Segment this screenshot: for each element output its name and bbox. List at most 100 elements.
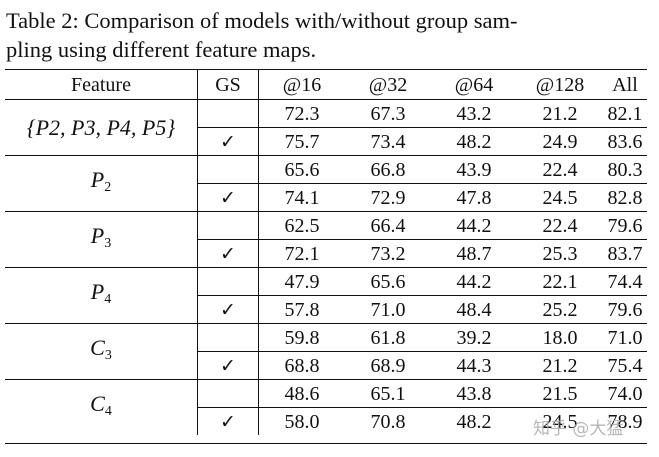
feature-cell: {P2, P3, P4, P5} — [5, 99, 198, 156]
checkmark-icon: ✓ — [197, 239, 259, 268]
header-128: @128 — [517, 69, 603, 100]
feature-name: C — [90, 334, 105, 360]
checkmark-icon: ✓ — [197, 127, 259, 156]
value-cell-128: 24.5 — [542, 410, 578, 433]
value-cell-16: 59.8 — [258, 323, 345, 352]
table-row: ✓ 75.7 73.4 48.2 24.9 83.6 — [5, 127, 647, 156]
watermark: 知乎 @大猛 — [533, 419, 624, 439]
feature-name: P — [90, 166, 105, 192]
value-cell-64: 48.7 — [456, 242, 492, 265]
checkmark-icon: ✓ — [197, 407, 259, 435]
header-row: Feature GS @16 @32 @64 @128 All — [5, 69, 647, 100]
value-cell-16: 65.6 — [258, 155, 345, 184]
caption-line-1: Table 2: Comparison of models with/witho… — [6, 8, 518, 33]
value-cell-all: 78.9 — [607, 410, 643, 433]
value-cell-32: 72.9 — [370, 186, 406, 209]
value-cell-all: 71.0 — [603, 323, 647, 352]
value-cell-all: 83.7 — [607, 242, 643, 265]
value-cell-128: 21.2 — [517, 99, 603, 128]
value-cell-64: 44.2 — [431, 211, 517, 240]
value-cell-64: 39.2 — [431, 323, 517, 352]
gs-cell — [197, 267, 259, 296]
table-row: ✓ 57.8 71.0 48.4 25.2 79.6 — [5, 295, 647, 324]
value-cell-16: 58.0 — [284, 410, 320, 433]
value-cell-32: 71.0 — [370, 298, 406, 321]
results-table: Feature GS @16 @32 @64 @128 All {P2, P3,… — [5, 69, 647, 435]
table-row: {P2, P3, P4, P5} 72.3 67.3 43.2 21.2 82.1 — [5, 99, 647, 156]
value-cell-64: 43.9 — [431, 155, 517, 184]
checkmark-icon: ✓ — [197, 183, 259, 212]
value-cell-32: 68.9 — [370, 354, 406, 377]
header-feature: Feature — [5, 69, 198, 100]
feature-subscript: 3 — [104, 347, 112, 363]
value-cell-32: 61.8 — [345, 323, 431, 352]
header-all: All — [603, 69, 647, 100]
feature-cell: C4 — [5, 379, 198, 435]
value-cell-128: 22.4 — [517, 155, 603, 184]
value-cell-128: 22.1 — [517, 267, 603, 296]
table-row: ✓ 58.0 70.8 48.2 24.5 78.9 — [5, 407, 647, 435]
value-cell-64: 44.2 — [431, 267, 517, 296]
feature-subscript: 2 — [104, 179, 112, 195]
gs-cell — [197, 155, 259, 184]
value-cell-32: 67.3 — [345, 99, 431, 128]
value-cell-128: 22.4 — [517, 211, 603, 240]
table-row: P4 47.9 65.6 44.2 22.1 74.4 — [5, 267, 647, 324]
value-cell-all: 82.8 — [607, 186, 643, 209]
value-cell-32: 70.8 — [370, 410, 406, 433]
value-cell-32: 65.1 — [345, 379, 431, 408]
feature-cell: P2 — [5, 155, 198, 212]
value-cell-all: 79.6 — [603, 211, 647, 240]
value-cell-all: 74.4 — [603, 267, 647, 296]
table-row: ✓ 68.8 68.9 44.3 21.2 75.4 — [5, 351, 647, 380]
caption-line-2: pling using different feature maps. — [6, 37, 317, 62]
value-cell-16: 68.8 — [284, 354, 320, 377]
value-cell-128: 24.5 — [542, 186, 578, 209]
value-cell-all: 82.1 — [603, 99, 647, 128]
value-cell-64: 48.2 — [456, 130, 492, 153]
table-row: P2 65.6 66.8 43.9 22.4 80.3 — [5, 155, 647, 212]
gs-cell — [197, 323, 259, 352]
header-16: @16 — [258, 69, 345, 100]
value-cell-all: 79.6 — [607, 298, 643, 321]
header-gs: GS — [197, 69, 259, 100]
value-cell-all: 80.3 — [603, 155, 647, 184]
value-cell-32: 66.4 — [345, 211, 431, 240]
feature-name: C — [90, 390, 105, 416]
value-cell-32: 73.4 — [370, 130, 406, 153]
value-cell-16: 57.8 — [284, 298, 320, 321]
value-cell-128: 21.2 — [542, 354, 578, 377]
value-cell-16: 74.1 — [284, 186, 320, 209]
value-cell-all: 75.4 — [607, 354, 643, 377]
table-row: P3 62.5 66.4 44.2 22.4 79.6 — [5, 211, 647, 268]
value-cell-all: 74.0 — [603, 379, 647, 408]
value-cell-128: 18.0 — [517, 323, 603, 352]
checkmark-icon: ✓ — [197, 351, 259, 380]
feature-subscript: 4 — [104, 291, 112, 307]
table-caption: Table 2: Comparison of models with/witho… — [6, 6, 646, 64]
value-cell-16: 72.3 — [258, 99, 345, 128]
header-64: @64 — [431, 69, 517, 100]
value-cell-128: 24.9 — [542, 130, 578, 153]
value-cell-32: 65.6 — [345, 267, 431, 296]
table-row: ✓ 74.1 72.9 47.8 24.5 82.8 — [5, 183, 647, 212]
value-cell-128: 21.5 — [517, 379, 603, 408]
header-32: @32 — [345, 69, 431, 100]
value-cell-32: 73.2 — [370, 242, 406, 265]
value-cell-32: 66.8 — [345, 155, 431, 184]
value-cell-64: 44.3 — [456, 354, 492, 377]
value-cell-16: 75.7 — [284, 130, 320, 153]
value-cell-16: 48.6 — [258, 379, 345, 408]
value-cell-16: 47.9 — [258, 267, 345, 296]
value-cell-64: 48.4 — [456, 298, 492, 321]
feature-subscript: 4 — [104, 403, 112, 419]
value-cell-16: 62.5 — [258, 211, 345, 240]
feature-subscript: 3 — [104, 235, 112, 251]
feature-name: {P2, P3, P4, P5} — [26, 114, 176, 140]
value-cell-128: 25.2 — [542, 298, 578, 321]
value-cell-64: 47.8 — [456, 186, 492, 209]
feature-name: P — [90, 222, 105, 248]
table-row: C4 48.6 65.1 43.8 21.5 74.0 — [5, 379, 647, 435]
feature-cell: P3 — [5, 211, 198, 268]
feature-cell: C3 — [5, 323, 198, 380]
